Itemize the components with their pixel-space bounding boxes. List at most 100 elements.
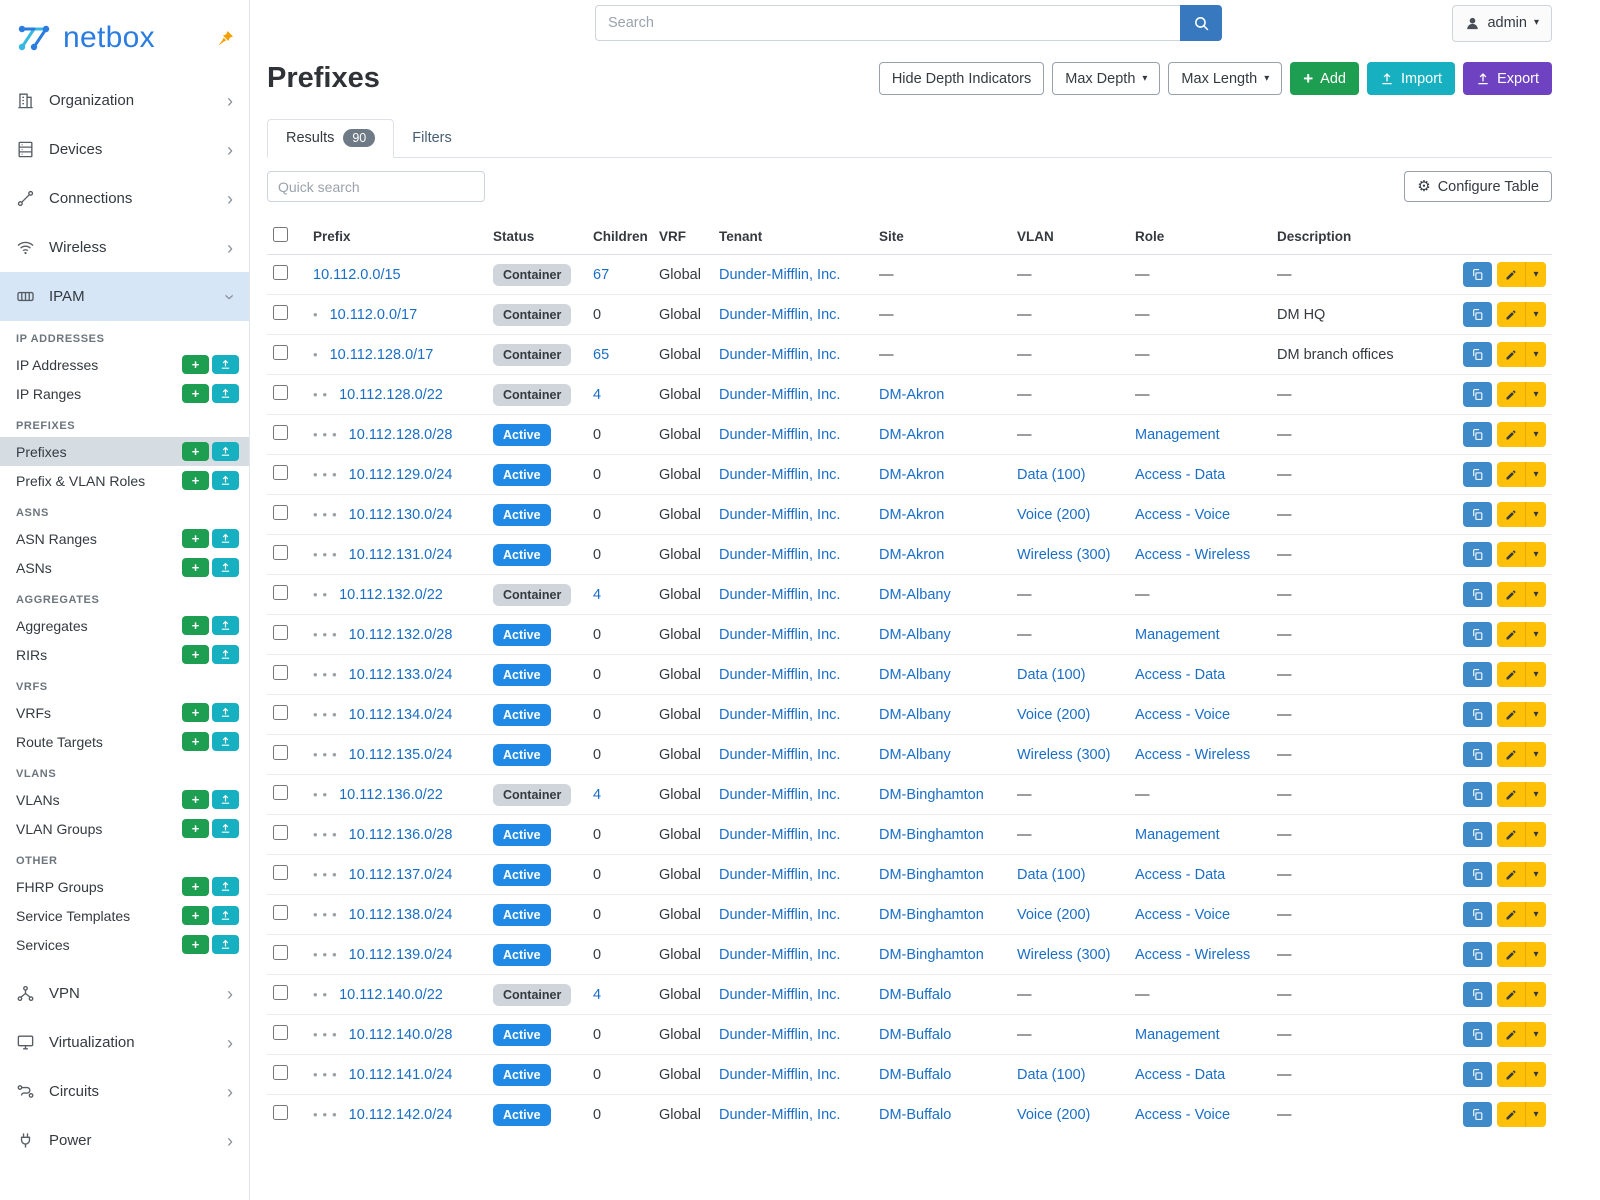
site-link[interactable]: DM-Binghamton [879,906,984,923]
role-link[interactable]: Access - Data [1135,1066,1226,1083]
add-button[interactable]: + [182,471,209,490]
row-checkbox[interactable] [273,265,288,280]
edit-button[interactable] [1497,822,1525,847]
tenant-link[interactable]: Dunder-Mifflin, Inc. [719,546,841,563]
edit-button[interactable] [1497,462,1525,487]
copy-button[interactable] [1463,1022,1492,1047]
sidebar-item-vlan-groups[interactable]: VLAN Groups + [0,814,249,843]
copy-button[interactable] [1463,502,1492,527]
row-dropdown-button[interactable]: ▾ [1525,822,1546,847]
copy-button[interactable] [1463,462,1492,487]
prefix-link[interactable]: 10.112.136.0/22 [339,786,443,803]
prefix-link[interactable]: 10.112.140.0/28 [348,1026,453,1043]
import-button[interactable] [212,558,239,577]
row-checkbox[interactable] [273,985,288,1000]
prefix-link[interactable]: 10.112.135.0/24 [348,746,453,763]
children-count-link[interactable]: 4 [593,586,602,603]
row-dropdown-button[interactable]: ▾ [1525,422,1546,447]
edit-button[interactable] [1497,1022,1525,1047]
add-button[interactable]: + [182,558,209,577]
import-button[interactable] [212,877,239,896]
import-button[interactable] [212,645,239,664]
sidebar-item-aggregates[interactable]: Aggregates + [0,611,249,640]
site-link[interactable]: DM-Akron [879,546,945,563]
vlan-link[interactable]: Data (100) [1017,1066,1086,1083]
role-link[interactable]: Access - Data [1135,466,1226,483]
sidebar-item-virtualization[interactable]: Virtualization › [0,1018,249,1067]
prefix-link[interactable]: 10.112.130.0/24 [348,506,453,523]
vlan-link[interactable]: Wireless (300) [1017,546,1111,563]
row-checkbox[interactable] [273,665,288,680]
copy-button[interactable] [1463,422,1492,447]
copy-button[interactable] [1463,622,1492,647]
edit-button[interactable] [1497,702,1525,727]
vlan-link[interactable]: Data (100) [1017,466,1086,483]
sidebar-item-ip-addresses[interactable]: IP Addresses + [0,350,249,379]
tab-filters[interactable]: Filters [394,119,469,157]
prefix-link[interactable]: 10.112.128.0/22 [339,386,443,403]
row-dropdown-button[interactable]: ▾ [1525,302,1546,327]
site-link[interactable]: DM-Akron [879,386,945,403]
row-checkbox[interactable] [273,745,288,760]
hide-depth-indicators-button[interactable]: Hide Depth Indicators [878,62,1045,95]
edit-button[interactable] [1497,782,1525,807]
copy-button[interactable] [1463,822,1492,847]
prefix-link[interactable]: 10.112.0.0/17 [329,306,418,323]
add-button[interactable]: + [182,790,209,809]
row-dropdown-button[interactable]: ▾ [1525,742,1546,767]
role-link[interactable]: Access - Voice [1135,906,1231,923]
tenant-link[interactable]: Dunder-Mifflin, Inc. [719,1106,841,1123]
max-length-dropdown[interactable]: Max Length ▾ [1168,62,1283,95]
site-link[interactable]: DM-Albany [879,626,951,643]
quick-search-input[interactable] [267,171,485,202]
tenant-link[interactable]: Dunder-Mifflin, Inc. [719,626,841,643]
import-button[interactable] [212,355,239,374]
role-link[interactable]: Access - Voice [1135,1106,1231,1123]
children-count-link[interactable]: 4 [593,786,602,803]
add-button[interactable]: + [182,819,209,838]
vlan-link[interactable]: Data (100) [1017,866,1086,883]
site-link[interactable]: DM-Akron [879,506,945,523]
row-checkbox[interactable] [273,625,288,640]
tenant-link[interactable]: Dunder-Mifflin, Inc. [719,866,841,883]
role-link[interactable]: Management [1135,426,1220,443]
row-checkbox[interactable] [273,785,288,800]
row-checkbox[interactable] [273,425,288,440]
row-checkbox[interactable] [273,585,288,600]
prefix-link[interactable]: 10.112.129.0/24 [348,466,453,483]
prefix-link[interactable]: 10.112.131.0/24 [348,546,453,563]
add-button[interactable]: + Add [1290,62,1359,95]
site-link[interactable]: DM-Binghamton [879,946,984,963]
import-button[interactable] [212,616,239,635]
sidebar-item-prefixes[interactable]: Prefixes + [0,437,249,466]
sidebar-item-connections[interactable]: Connections › [0,174,249,223]
edit-button[interactable] [1497,422,1525,447]
configure-table-button[interactable]: ⚙ Configure Table [1404,171,1552,202]
import-button[interactable] [212,906,239,925]
row-checkbox[interactable] [273,1065,288,1080]
prefix-link[interactable]: 10.112.128.0/17 [329,346,434,363]
copy-button[interactable] [1463,662,1492,687]
select-all-checkbox[interactable] [273,227,288,242]
tenant-link[interactable]: Dunder-Mifflin, Inc. [719,786,841,803]
children-count-link[interactable]: 4 [593,986,602,1003]
prefix-link[interactable]: 10.112.141.0/24 [348,1066,453,1083]
import-button[interactable] [212,732,239,751]
row-checkbox[interactable] [273,1025,288,1040]
vlan-link[interactable]: Voice (200) [1017,906,1091,923]
site-link[interactable]: DM-Buffalo [879,986,952,1003]
prefix-link[interactable]: 10.112.138.0/24 [348,906,453,923]
site-link[interactable]: DM-Binghamton [879,866,984,883]
sidebar-item-devices[interactable]: Devices › [0,125,249,174]
prefix-link[interactable]: 10.112.132.0/22 [339,586,443,603]
site-link[interactable]: DM-Akron [879,466,945,483]
row-dropdown-button[interactable]: ▾ [1525,582,1546,607]
sidebar-item-prefix-vlan-roles[interactable]: Prefix & VLAN Roles + [0,466,249,495]
sidebar-item-organization[interactable]: Organization › [0,76,249,125]
edit-button[interactable] [1497,582,1525,607]
copy-button[interactable] [1463,782,1492,807]
copy-button[interactable] [1463,582,1492,607]
row-dropdown-button[interactable]: ▾ [1525,902,1546,927]
copy-button[interactable] [1463,862,1492,887]
sidebar-item-services[interactable]: Services + [0,930,249,959]
